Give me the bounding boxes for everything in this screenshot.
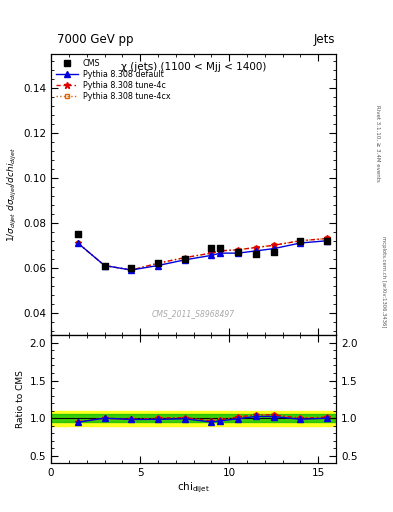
Point (270, 248, 277, 256)
Point (235, 248, 241, 256)
Point (75, 230, 81, 238)
Point (217, 243, 223, 251)
Text: χ (jets) (1100 < Mjj < 1400): χ (jets) (1100 < Mjj < 1400) (121, 62, 266, 72)
Bar (51, 411, 336, 425)
Point (155, 259, 161, 267)
Text: mcplots.cern.ch [arXiv:1306.3436]: mcplots.cern.ch [arXiv:1306.3436] (381, 236, 386, 327)
X-axis label: chi$_{\mathregular{dijet}}$: chi$_{\mathregular{dijet}}$ (177, 481, 210, 496)
Point (101, 262, 108, 270)
Text: 7000 GeV pp: 7000 GeV pp (57, 33, 134, 46)
Point (324, 237, 330, 245)
Text: Rivet 3.1.10, ≥ 3.4M events: Rivet 3.1.10, ≥ 3.4M events (375, 105, 380, 182)
Point (253, 250, 259, 259)
Y-axis label: $1/\sigma_{dijet}$ $d\sigma_{dijet}/dchi_{dijet}$: $1/\sigma_{dijet}$ $d\sigma_{dijet}/dchi… (6, 147, 19, 242)
Point (208, 243, 215, 251)
Legend: CMS, Pythia 8.308 default, Pythia 8.308 tune-4c, Pythia 8.308 tune-4cx: CMS, Pythia 8.308 default, Pythia 8.308 … (54, 57, 172, 102)
Point (297, 237, 303, 245)
Point (182, 254, 188, 263)
Y-axis label: Ratio to CMS: Ratio to CMS (17, 370, 26, 429)
Point (128, 264, 134, 272)
Text: Jets: Jets (314, 33, 335, 46)
Bar (51, 414, 336, 422)
Text: CMS_2011_S8968497: CMS_2011_S8968497 (152, 309, 235, 318)
